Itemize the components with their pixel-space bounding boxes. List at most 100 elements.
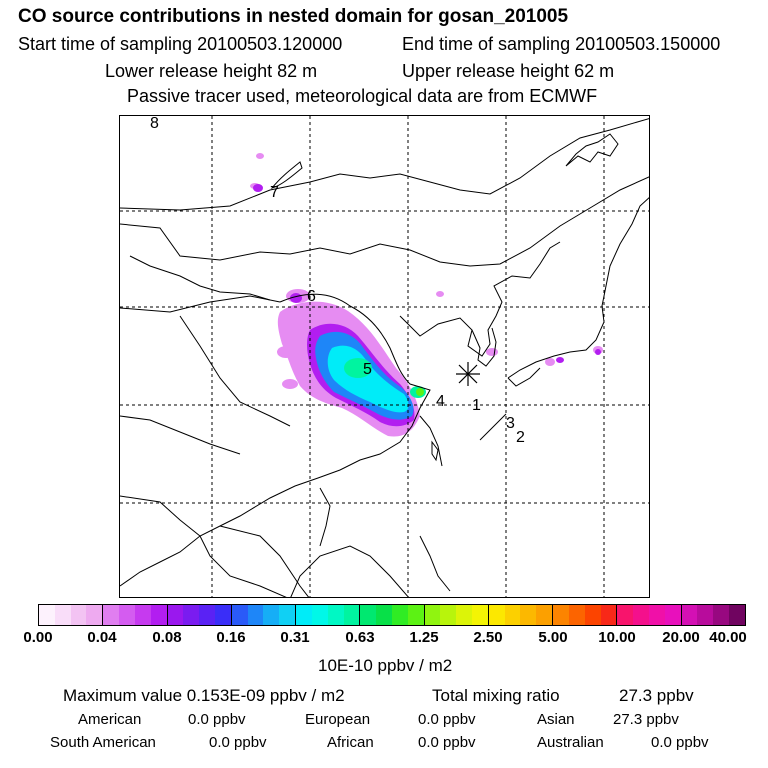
region-value-african: 0.0 ppbv — [418, 734, 476, 751]
region-value-australian: 0.0 ppbv — [651, 734, 709, 751]
legend-color-cell — [70, 605, 87, 625]
region-label-3: 3 — [506, 415, 515, 432]
region-name-american: American — [78, 711, 142, 728]
map-title: CO source contributions in nested domain… — [18, 6, 569, 27]
legend-color-cell — [279, 605, 296, 625]
legend-tick: 40.00 — [709, 629, 747, 646]
legend-tick: 10.00 — [598, 629, 636, 646]
region-value-south-american: 0.0 ppbv — [209, 734, 267, 751]
legend-color-cell — [697, 605, 714, 625]
legend-color-cell — [553, 605, 569, 625]
legend-segment — [617, 605, 682, 625]
region-value-american: 0.0 ppbv — [188, 711, 246, 728]
legend-color-cell — [376, 605, 392, 625]
legend-color-cell — [119, 605, 135, 625]
legend-tick: 0.08 — [152, 629, 182, 646]
tracer-note: Passive tracer used, meteorological data… — [127, 86, 598, 106]
legend-color-cell — [600, 605, 617, 625]
legend-color-cell — [199, 605, 215, 625]
legend-segment — [167, 605, 232, 625]
region-label-4: 4 — [436, 393, 445, 410]
total-mixing-value: 27.3 ppbv — [619, 686, 694, 705]
legend-color-cell — [327, 605, 344, 625]
legend-color-cell — [633, 605, 650, 625]
legend-color-cell — [231, 605, 248, 625]
legend-color-cell — [360, 605, 377, 625]
legend-tick: 0.00 — [23, 629, 53, 646]
legend-tick: 20.00 — [662, 629, 700, 646]
legend-color-cell — [183, 605, 200, 625]
legend-color-cell — [407, 605, 424, 625]
lower-release-label: Lower release height 82 m — [105, 61, 318, 81]
region-label-1: 1 — [472, 397, 481, 414]
lat-lon-grid — [120, 116, 649, 597]
color-legend-bar — [38, 604, 746, 626]
legend-color-cell — [296, 605, 312, 625]
region-value-asian: 27.3 ppbv — [613, 711, 679, 728]
legend-color-cell — [311, 605, 328, 625]
region-label-6: 6 — [307, 288, 316, 305]
legend-segment — [681, 605, 745, 625]
legend-segment — [103, 605, 168, 625]
legend-tick: 1.25 — [409, 629, 439, 646]
legend-color-cell — [134, 605, 151, 625]
region-label-7: 7 — [270, 184, 279, 201]
legend-color-cell — [456, 605, 473, 625]
region-name-south-american: South American — [50, 734, 156, 751]
legend-color-cell — [536, 605, 553, 625]
region-label-5: 5 — [363, 361, 372, 378]
legend-color-cell — [713, 605, 730, 625]
legend-color-cell — [214, 605, 231, 625]
legend-color-cell — [472, 605, 488, 625]
region-name-australian: Australian — [537, 734, 604, 751]
total-mixing-label: Total mixing ratio — [432, 686, 560, 705]
legend-color-cell — [150, 605, 167, 625]
max-value-label: Maximum value 0.153E-09 ppbv / m2 — [63, 686, 345, 705]
coastlines — [120, 118, 649, 597]
legend-tick: 0.04 — [87, 629, 117, 646]
legend-color-cell — [424, 605, 441, 625]
legend-color-cell — [247, 605, 264, 625]
legend-segment — [231, 605, 297, 625]
nested-domain-map: 1 2 3 4 5 6 7 8 — [119, 115, 650, 598]
legend-unit: 10E-10 ppbv / m2 — [318, 656, 453, 675]
map-canvas: 1 2 3 4 5 6 7 8 — [120, 116, 649, 597]
receptor-star — [456, 362, 480, 386]
region-name-asian: Asian — [537, 711, 575, 728]
legend-color-cell — [617, 605, 634, 625]
legend-color-cell — [664, 605, 681, 625]
upper-release-label: Upper release height 62 m — [402, 61, 615, 81]
legend-tick: 0.31 — [280, 629, 310, 646]
region-labels: 1 2 3 4 5 6 7 8 — [150, 116, 525, 446]
legend-color-cell — [729, 605, 745, 625]
legend-color-cell — [391, 605, 408, 625]
legend-color-cell — [343, 605, 360, 625]
legend-color-cell — [103, 605, 120, 625]
plume-field — [250, 153, 603, 437]
legend-color-cell — [488, 605, 505, 625]
legend-segment — [360, 605, 425, 625]
legend-color-cell — [39, 605, 55, 625]
region-name-european: European — [305, 711, 371, 728]
legend-tick: 0.16 — [216, 629, 246, 646]
region-label-8: 8 — [150, 116, 159, 132]
legend-color-cell — [54, 605, 71, 625]
legend-color-cell — [504, 605, 521, 625]
region-label-2: 2 — [516, 429, 525, 446]
region-name-african: African — [327, 734, 374, 751]
legend-segment — [424, 605, 489, 625]
legend-color-cell — [167, 605, 184, 625]
legend-color-cell — [584, 605, 601, 625]
legend-color-cell — [86, 605, 103, 625]
legend-segment — [553, 605, 618, 625]
legend-color-cell — [263, 605, 280, 625]
plume-peak — [416, 388, 424, 396]
legend-segment — [296, 605, 361, 625]
region-value-european: 0.0 ppbv — [418, 711, 476, 728]
legend-tick: 5.00 — [538, 629, 568, 646]
legend-color-cell — [440, 605, 457, 625]
legend-color-cell — [568, 605, 585, 625]
legend-color-cell — [520, 605, 537, 625]
legend-segment — [488, 605, 554, 625]
legend-segment — [39, 605, 104, 625]
